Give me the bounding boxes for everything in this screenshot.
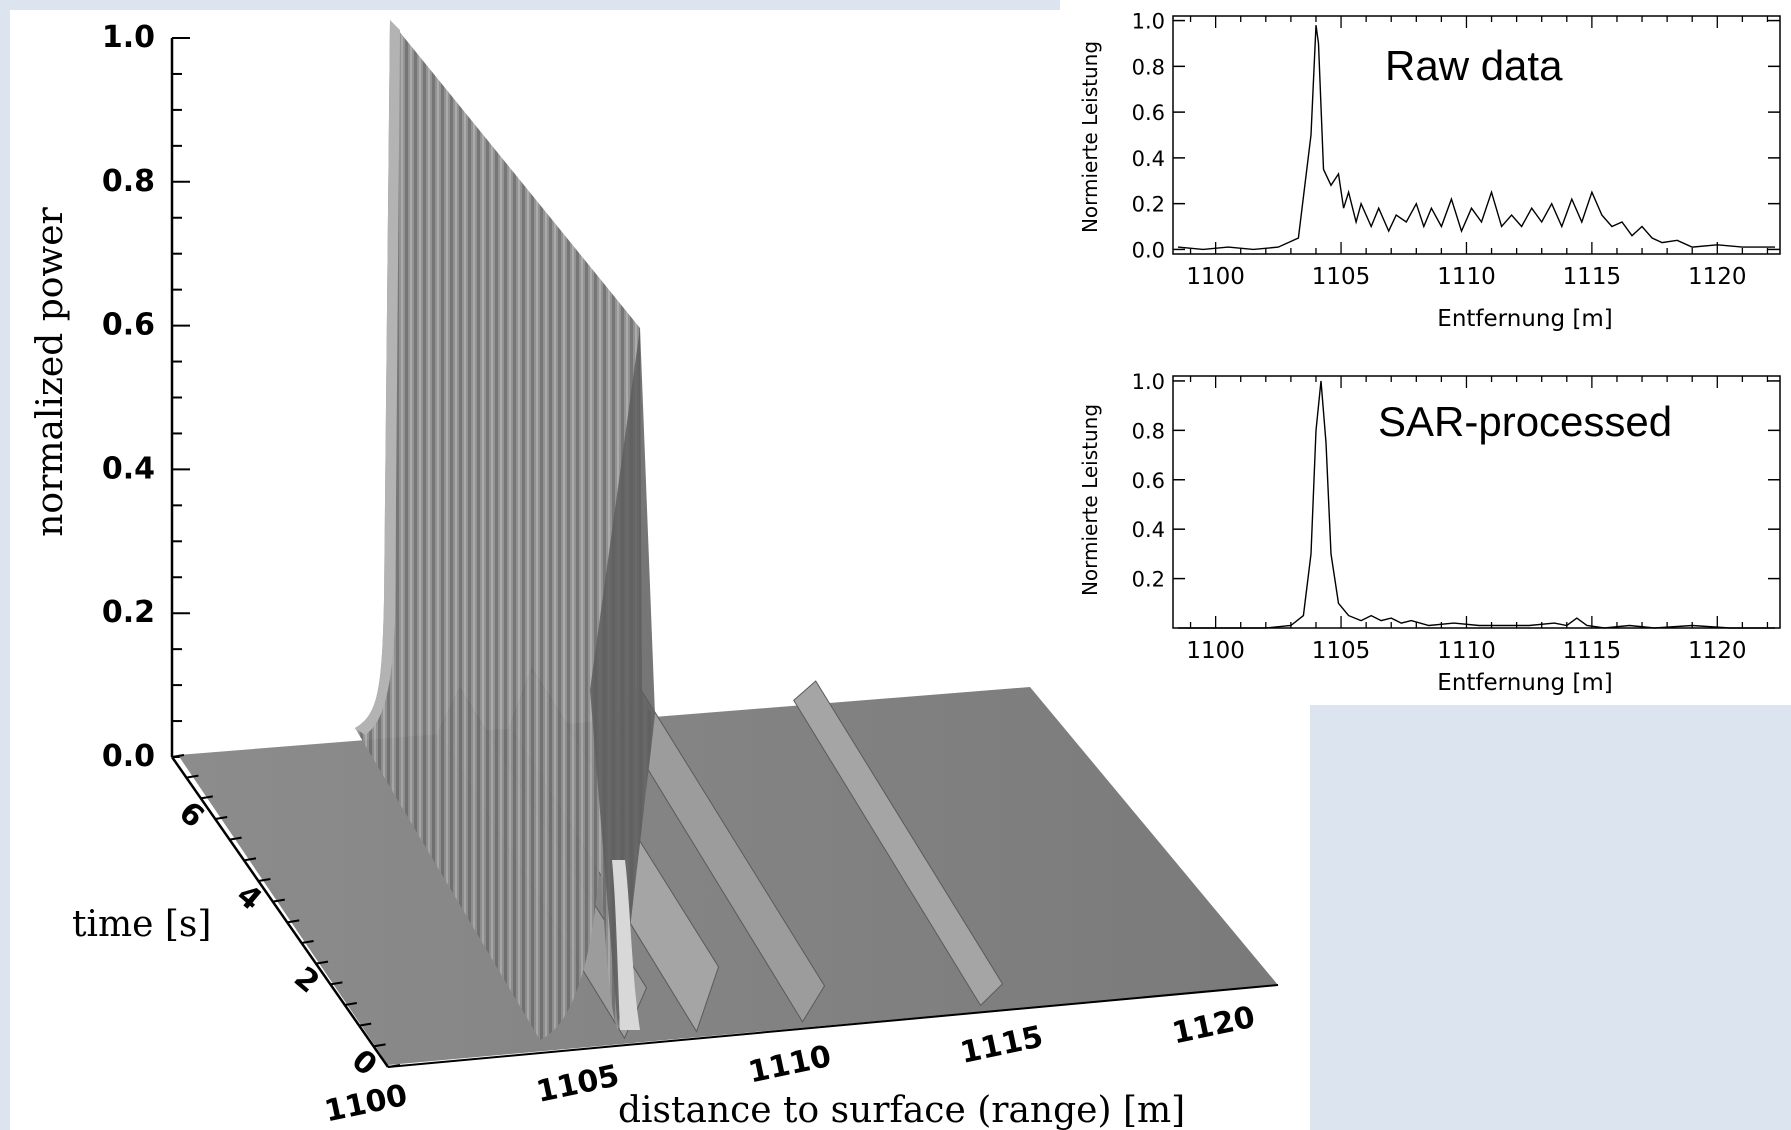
y-tick-label: 1.0 xyxy=(1132,10,1165,34)
sar-x-axis-label: Entfernung [m] xyxy=(1437,670,1612,696)
x-tick-label: 1105 xyxy=(1312,264,1371,290)
y-tick-label: 0.4 xyxy=(1132,518,1165,542)
z-tick-label: 0.4 xyxy=(102,451,155,486)
time-tick xyxy=(229,836,242,841)
x-tick-label: 1115 xyxy=(1563,638,1622,664)
range-axis-line xyxy=(387,984,1279,1068)
time-tick xyxy=(373,1043,386,1048)
raw-y-ticks: 0.0 0.2 0.4 0.6 0.8 1.0 xyxy=(1132,10,1780,262)
time-tick xyxy=(344,1002,357,1006)
time-tick xyxy=(200,795,213,800)
time-tick xyxy=(359,1022,372,1027)
time-tick xyxy=(171,754,185,758)
sar-y-ticks: 0.2 0.4 0.6 0.8 1.0 xyxy=(1132,370,1780,592)
x-tick-label: 1115 xyxy=(1563,264,1622,290)
range-tick-label: 1115 xyxy=(957,1019,1046,1071)
sar-processed-chart: 0.2 0.4 0.6 0.8 1.0 1100 1105 1110 1115 1120 SAR… xyxy=(1078,370,1781,696)
y-tick-label: 0.8 xyxy=(1132,55,1165,79)
x-tick-label: 1100 xyxy=(1186,264,1245,290)
range-tick-label: 1100 xyxy=(322,1078,411,1130)
x-tick-label: 1120 xyxy=(1688,638,1747,664)
x-tick-label: 1100 xyxy=(1186,638,1245,664)
raw-y-axis-label: Normierte Leistung xyxy=(1078,41,1102,233)
time-tick xyxy=(243,857,257,862)
range-tick-label: 1120 xyxy=(1169,1000,1258,1052)
x-tick-label: 1110 xyxy=(1437,264,1496,290)
time-axis-line xyxy=(170,756,390,1068)
sar-y-axis-label: Normierte Leistung xyxy=(1078,404,1102,596)
time-tick xyxy=(287,919,300,924)
plot-frame xyxy=(1172,375,1781,629)
time-axis-label: time [s] xyxy=(72,904,211,945)
ridge-band xyxy=(793,680,1004,1007)
raw-data-chart: 0.00.20.40.60.81.0 1100 1105 1110 1115 1120 … xyxy=(1078,10,1781,332)
sar-x-ticks: 1100 1105 1110 1115 1120 xyxy=(1186,376,1769,664)
time-tick xyxy=(315,960,329,965)
top-right-panel-bg xyxy=(1060,0,1791,705)
time-axis-ticks xyxy=(171,754,401,1068)
x-tick-label: 1120 xyxy=(1688,264,1747,290)
x-axis-label: distance to surface (range) [m] xyxy=(618,1090,1185,1130)
z-tick-label: 0.2 xyxy=(102,595,155,630)
time-tick xyxy=(301,940,314,944)
range-tick-label: 1105 xyxy=(533,1058,622,1110)
time-tick xyxy=(186,774,199,779)
z-tick-label: 1.0 xyxy=(102,20,155,55)
x-tick-label: 1105 xyxy=(1312,638,1371,664)
raw-x-axis-label: Entfernung [m] xyxy=(1437,306,1612,332)
z-tick-label: 0.8 xyxy=(102,164,155,199)
main-peak xyxy=(355,20,655,1040)
y-axis-label: normalized power xyxy=(30,206,71,536)
z-tick-label: 0.6 xyxy=(102,308,155,343)
x-tick-label: 1110 xyxy=(1437,638,1496,664)
z-axis-ticks xyxy=(172,37,190,758)
y-tick-label: 0.8 xyxy=(1132,419,1165,443)
y-tick-label: 0.2 xyxy=(1132,193,1165,217)
time-tick-label: 6 xyxy=(172,795,210,835)
time-tick-label: 2 xyxy=(287,960,325,1000)
raw-series-line xyxy=(1177,25,1775,251)
y-tick-label: 1.0 xyxy=(1132,370,1165,394)
z-axis-tick-labels: 0.0 0.2 0.4 0.6 0.8 1.0 xyxy=(102,20,155,774)
range-tick-label: 1110 xyxy=(745,1039,834,1091)
y-tick-label: 0.4 xyxy=(1132,147,1165,171)
raw-x-ticks: 1100 1105 1110 1115 1120 xyxy=(1186,16,1769,290)
time-tick xyxy=(330,981,343,986)
y-tick-label: 0.2 xyxy=(1132,568,1165,592)
y-tick-label: 0.6 xyxy=(1132,101,1165,125)
time-tick xyxy=(215,816,228,820)
z-tick-label: 0.0 xyxy=(102,739,155,774)
y-tick-label: 0.0 xyxy=(1132,238,1165,262)
time-tick-label: 4 xyxy=(230,878,268,918)
sar-annotation: SAR-processed xyxy=(1378,398,1672,445)
time-tick xyxy=(387,1064,401,1068)
y-tick-label: 0.6 xyxy=(1132,469,1165,493)
sar-series-line xyxy=(1178,380,1775,629)
raw-annotation: Raw data xyxy=(1385,42,1563,89)
time-tick xyxy=(258,878,271,882)
time-tick xyxy=(272,898,285,903)
plot-frame xyxy=(1172,15,1781,255)
